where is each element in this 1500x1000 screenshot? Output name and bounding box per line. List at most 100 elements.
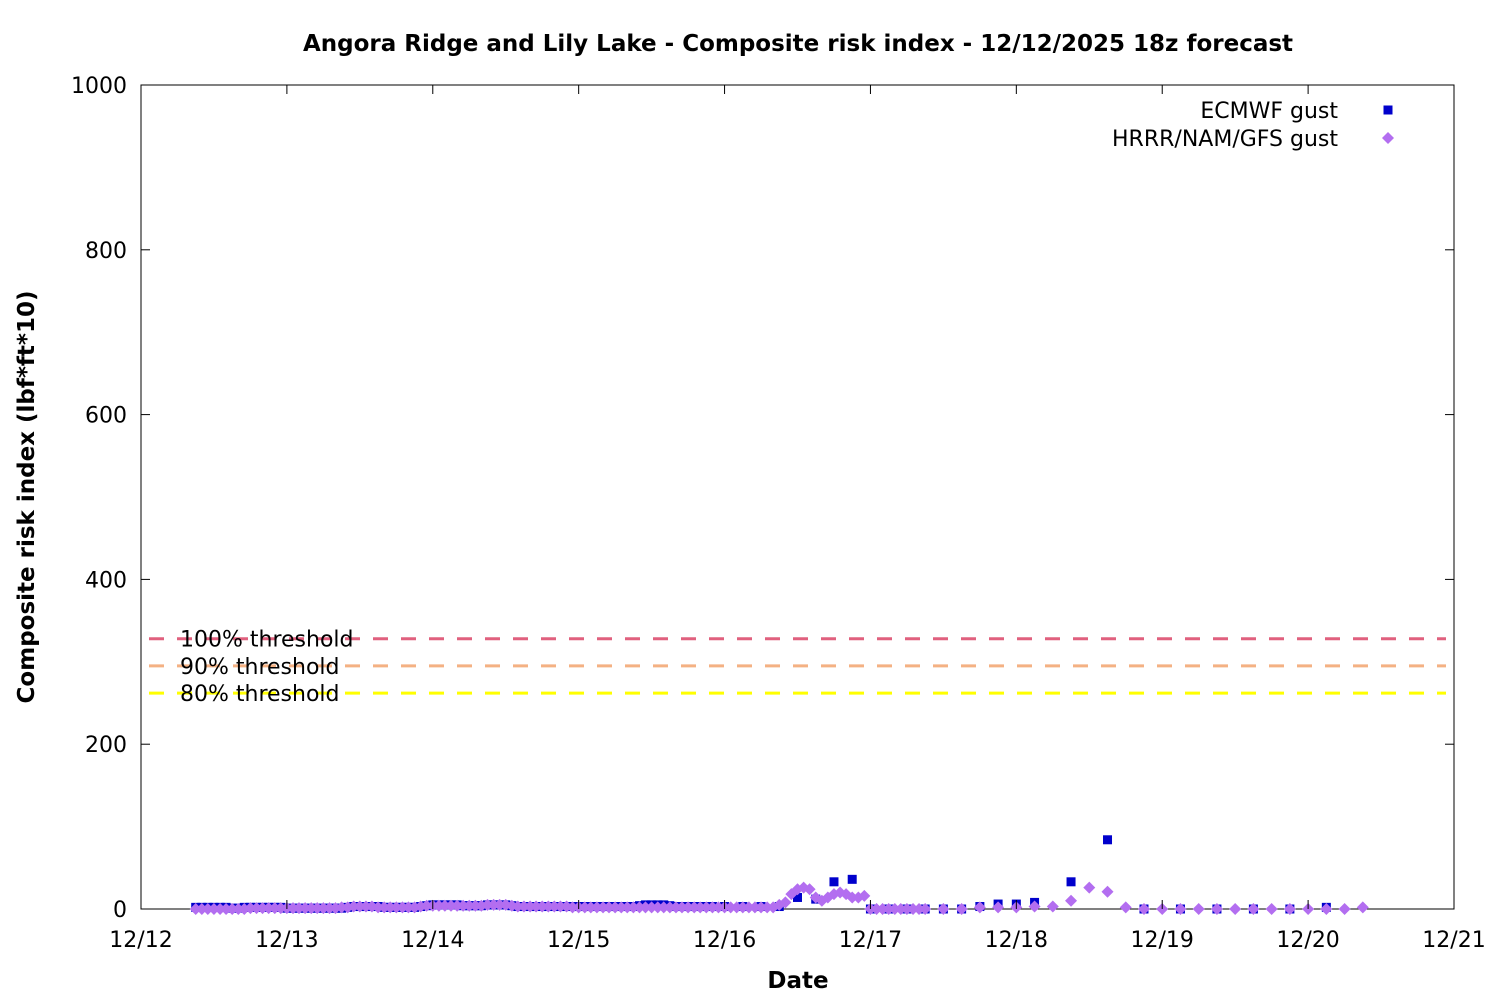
data-point <box>566 901 579 914</box>
data-point <box>730 901 743 914</box>
data-point <box>1283 903 1296 915</box>
data-point <box>846 891 859 904</box>
data-point <box>803 883 816 896</box>
data-point <box>603 901 616 914</box>
legend-label: HRRR/NAM/GFS gust <box>1112 127 1338 152</box>
data-point <box>536 900 549 913</box>
data-point <box>992 901 1005 914</box>
data-point <box>189 903 202 915</box>
y-tick-label: 0 <box>113 898 127 923</box>
data-point <box>627 901 640 914</box>
data-point <box>353 900 366 913</box>
x-tick-label: 12/17 <box>839 928 902 953</box>
data-point <box>402 901 415 914</box>
legend: ECMWF gust HRRR/NAM/GFS gust <box>1112 99 1394 152</box>
data-point <box>317 902 330 915</box>
data-point <box>1174 903 1187 915</box>
plot-area <box>140 84 1455 910</box>
data-point <box>1066 877 1076 887</box>
data-point <box>207 903 220 915</box>
data-point <box>858 889 871 902</box>
data-point <box>226 903 239 915</box>
series-layer <box>189 835 1369 915</box>
data-point <box>1101 885 1114 898</box>
data-point <box>829 877 839 887</box>
data-point <box>256 902 269 915</box>
data-point <box>1137 903 1150 915</box>
y-tick-label: 800 <box>85 239 127 264</box>
data-point <box>913 903 926 915</box>
data-point <box>1210 903 1223 915</box>
data-point <box>1229 903 1242 915</box>
data-point <box>621 901 634 914</box>
x-tick-label: 12/19 <box>1131 928 1194 953</box>
data-point <box>445 899 458 912</box>
data-point <box>481 898 494 911</box>
y-tick-label: 1000 <box>71 74 127 99</box>
x-tick-label: 12/21 <box>1422 928 1485 953</box>
x-tick-label: 12/16 <box>693 928 756 953</box>
data-point <box>1046 900 1059 913</box>
data-point <box>584 901 597 914</box>
data-point <box>736 901 749 914</box>
data-point <box>299 902 312 915</box>
data-point <box>201 903 214 915</box>
data-point <box>793 892 802 902</box>
y-axis-label: Composite risk index (lbf*ft*10) <box>14 291 40 704</box>
threshold-label: 80% threshold <box>180 682 340 707</box>
legend-marker-diamond <box>1382 132 1394 144</box>
data-point <box>292 902 305 915</box>
data-point <box>1192 903 1205 915</box>
data-point <box>311 902 324 915</box>
data-point <box>220 903 233 915</box>
data-point <box>530 900 543 913</box>
data-point <box>682 901 695 914</box>
data-point <box>548 900 561 913</box>
x-tick-label: 12/12 <box>109 928 172 953</box>
data-point <box>274 902 287 915</box>
data-point <box>1265 903 1278 915</box>
data-point <box>639 901 652 914</box>
plot-border <box>140 84 1455 910</box>
data-point <box>590 901 603 914</box>
data-point <box>1247 903 1260 915</box>
legend-label: ECMWF gust <box>1200 99 1338 124</box>
data-point <box>438 899 451 912</box>
data-point <box>900 903 913 915</box>
data-point <box>457 899 470 912</box>
data-point <box>894 903 907 915</box>
data-point <box>663 901 676 914</box>
data-point <box>420 899 433 912</box>
data-point <box>554 900 567 913</box>
data-point <box>919 903 932 915</box>
data-point <box>779 896 792 909</box>
x-tick-label: 12/15 <box>547 928 610 953</box>
data-point <box>712 901 725 914</box>
data-point <box>347 900 360 913</box>
data-point <box>955 903 968 915</box>
data-point <box>463 899 476 912</box>
data-point <box>937 903 950 915</box>
data-point <box>1065 894 1078 907</box>
data-point <box>609 901 622 914</box>
data-point <box>335 901 348 914</box>
data-point <box>882 903 895 915</box>
data-point <box>390 901 403 914</box>
data-point <box>675 901 688 914</box>
data-point <box>876 903 889 915</box>
data-point <box>493 898 506 911</box>
x-tick-label: 12/18 <box>985 928 1048 953</box>
data-point <box>517 900 530 913</box>
data-point <box>372 901 385 914</box>
x-tick-label: 12/14 <box>401 928 464 953</box>
axes: 12/12 12/13 12/14 12/15 12/16 12/17 12/18 12/19… <box>71 74 1486 953</box>
data-point <box>262 902 275 915</box>
data-point <box>244 902 257 915</box>
data-point <box>700 901 713 914</box>
data-point <box>1103 835 1113 845</box>
data-point <box>1083 881 1096 894</box>
series-hrrr-nam-gfs <box>189 881 1369 915</box>
threshold-label: 100% threshold <box>180 628 354 653</box>
